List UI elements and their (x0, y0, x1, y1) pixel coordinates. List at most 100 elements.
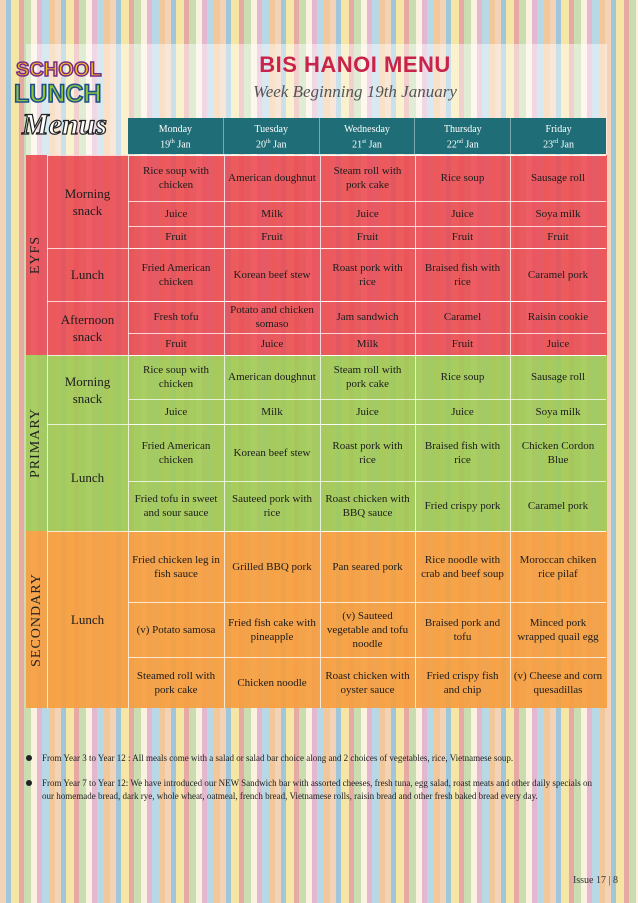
meal-lunch-primary: Lunch (70, 470, 105, 485)
menu-cell: Caramel (443, 311, 482, 323)
divider (128, 226, 606, 227)
menu-cell: Fruit (451, 338, 474, 350)
menu-cell: Fried tofu in sweet and sour sauce (134, 493, 218, 519)
menu-cell: Milk (356, 338, 379, 350)
bullet-icon (26, 780, 32, 786)
menu-cell: Roast chicken with oyster sauce (325, 669, 410, 696)
menu-cell: Fresh tofu (153, 311, 199, 323)
menu-cell: Jam sandwich (336, 311, 399, 323)
menu-cell: Fruit (165, 338, 187, 350)
divider (510, 155, 511, 708)
menu-cell: American doughnut (228, 172, 316, 184)
meal-afternoon-snack-eyfs: Afternoon snack (60, 312, 115, 344)
menu-cell: Fruit (261, 231, 283, 243)
menu-cell: Fruit (165, 231, 187, 243)
note-item: From Year 7 to Year 12: We have introduc… (26, 777, 606, 803)
divider (224, 155, 225, 708)
menu-cell: Fruit (356, 231, 379, 243)
menu-cell: Fruit (547, 231, 569, 243)
menu-cell: Roast pork with rice (332, 261, 403, 288)
day-header: Monday 19th Jan Tuesday 20th Jan Wednesd… (128, 118, 606, 154)
menu-cell: Fried chicken leg in fish sauce (132, 553, 220, 580)
menu-cell: Juice (356, 207, 379, 220)
notes: From Year 3 to Year 12 : All meals come … (26, 752, 606, 815)
menu-cell: American doughnut (228, 371, 316, 383)
school-lunch-menus-logo: SCHOOL LUNCH Menus (13, 58, 107, 141)
menu-cell: Korean beef stew (233, 268, 311, 281)
menu-cell: Soya milk (535, 207, 581, 220)
menu-cell: Caramel pork (527, 500, 589, 512)
menu-cell: Milk (261, 207, 283, 220)
menu-cell: Sauteed pork with rice (231, 493, 313, 519)
logo-line2: LUNCH (14, 80, 102, 108)
meal-lunch-eyfs: Lunch (70, 267, 105, 282)
menu-cell: Grilled BBQ pork (232, 560, 312, 573)
menu-cell: Chicken Cordon Blue (521, 439, 595, 466)
menu-cell: Soya milk (535, 405, 581, 418)
logo-line1: SCHOOL (16, 59, 102, 81)
section-label-primary: PRIMARY (28, 407, 44, 479)
menu-cell: Juice (164, 207, 188, 220)
menu-cell: Milk (261, 405, 283, 418)
menu-cell: Roast pork with rice (332, 439, 403, 466)
divider (128, 248, 606, 249)
menu-cell: Juice (164, 405, 188, 418)
menu-cell: Caramel pork (527, 268, 589, 281)
note-item: From Year 3 to Year 12 : All meals come … (26, 752, 606, 765)
menu-cell: Sausage roll (530, 371, 586, 383)
menu-cell: (v) Cheese and corn quesadillas (513, 669, 603, 696)
menu-cell: Juice (356, 405, 379, 418)
day-header-wednesday: Wednesday 21st Jan (318, 118, 415, 154)
menu-cell: Juice (546, 338, 570, 350)
section-label-eyfs: EYFS (28, 235, 44, 275)
menu-cell: Roast chicken with BBQ sauce (325, 493, 410, 519)
menu-cell: Fried American chicken (141, 261, 211, 288)
menu-cell: Braised fish with rice (424, 261, 501, 288)
meal-morning-snack-eyfs: Morning snack (64, 185, 111, 218)
menu-cell: Moroccan chiken rice pilaf (519, 553, 597, 580)
menu-cell: (v) Potato samosa (136, 623, 216, 636)
menu-cell: Minced pork wrapped quail egg (517, 616, 599, 643)
menu-cell: Rice soup (440, 172, 485, 184)
divider (128, 531, 606, 532)
menu-cell: Rice noodle with crab and beef soup (421, 553, 504, 580)
issue-number: Issue 17 | 8 (572, 875, 618, 886)
day-header-monday: Monday 19th Jan (158, 124, 193, 151)
menu-cell: Chicken noodle (237, 676, 307, 689)
divider (47, 155, 48, 708)
menu-cell: Fried crispy pork (424, 500, 501, 512)
menu-cell: Steamed roll with pork cake (136, 669, 216, 696)
menu-cell: Juice (260, 338, 284, 350)
divider (128, 399, 606, 400)
menu-cell: Steam roll with pork cake (333, 364, 402, 390)
divider (128, 355, 606, 356)
menu-cell: Fruit (451, 231, 474, 243)
menu-cell: Juice (451, 405, 474, 418)
divider (128, 481, 606, 482)
logo-line3: Menus (21, 108, 107, 141)
menu-cell: Rice soup with chicken (143, 364, 209, 390)
divider (128, 657, 606, 658)
section-label-secondary: SECONDARY (28, 572, 44, 667)
menu-cell: Fried crispy fish and chip (426, 669, 499, 696)
menu-cell: Rice soup (440, 371, 485, 383)
menu-cell: Braised fish with rice (424, 439, 501, 466)
day-header-thursday: Thursday 22nd Jan (414, 118, 510, 154)
day-header-friday: Friday 23rd Jan (510, 118, 606, 154)
divider (128, 155, 606, 156)
menu-cell: Sausage roll (530, 172, 586, 184)
divider (128, 602, 606, 603)
day-header-tuesday: Tuesday 20th Jan (222, 118, 319, 154)
menu-cell: Korean beef stew (233, 446, 311, 459)
menu-cell: Fried American chicken (141, 439, 211, 466)
meal-lunch-secondary: Lunch (70, 612, 105, 627)
page-subtitle: Week Beginning 19th January (253, 82, 457, 101)
divider (128, 424, 606, 425)
menu-cell: Braised pork and tofu (424, 616, 501, 643)
divider (128, 155, 129, 708)
menu-cell: Rice soup with chicken (143, 165, 209, 191)
meal-morning-snack-primary: Morning snack (64, 373, 111, 406)
menu-cell: Juice (451, 207, 474, 220)
bullet-icon (26, 755, 32, 761)
menu-cell: Potato and chicken somaso (230, 304, 314, 330)
